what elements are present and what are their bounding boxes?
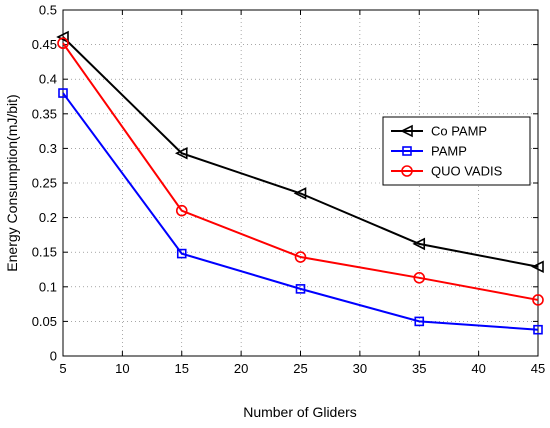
x-tick-label: 10 — [115, 361, 129, 376]
y-tick-label: 0.4 — [39, 72, 57, 87]
data-point-pamp — [58, 88, 68, 98]
y-tick-label: 0.1 — [39, 279, 57, 294]
y-tick-label: 0.35 — [32, 106, 57, 121]
y-tick-label: 0.2 — [39, 210, 57, 225]
data-point-pamp — [295, 284, 306, 294]
y-tick-label: 0.5 — [39, 3, 57, 18]
y-tick-label: 0.15 — [32, 245, 57, 260]
legend: Co PAMP PAMP QUO VADIS — [382, 116, 531, 186]
data-point-quo-vadis — [413, 272, 426, 284]
data-point-pamp — [533, 324, 543, 335]
legend-label-pamp: PAMP — [431, 144, 467, 159]
x-axis-label: Number of Gliders — [243, 404, 357, 420]
data-point-co-pamp — [531, 260, 544, 274]
x-tick-label: 15 — [175, 361, 189, 376]
x-tick-label: 25 — [293, 361, 307, 376]
data-point-quo-vadis — [57, 37, 69, 50]
data-point-co-pamp — [174, 146, 188, 160]
legend-marker-pamp — [402, 146, 412, 156]
legend-marker-co-pamp — [400, 124, 413, 138]
y-tick-label: 0.3 — [39, 141, 57, 156]
x-tick-label: 5 — [59, 361, 66, 376]
y-tick-label: 0.25 — [32, 176, 57, 191]
series-line-pamp — [62, 92, 539, 331]
y-tick-label: 0 — [50, 349, 57, 364]
x-tick-label: 30 — [353, 361, 367, 376]
data-point-co-pamp — [293, 187, 307, 200]
series-line-quo-vadis — [62, 42, 539, 301]
x-tick-label: 20 — [234, 361, 248, 376]
y-tick-label: 0.05 — [32, 314, 57, 329]
legend-label-quo-vadis: QUO VADIS — [431, 164, 503, 179]
x-tick-label: 35 — [412, 361, 426, 376]
data-point-co-pamp — [412, 237, 426, 251]
series-line-co-pamp — [62, 36, 539, 268]
legend-label-co-pamp: Co PAMP — [431, 124, 487, 139]
data-point-quo-vadis — [532, 294, 544, 306]
y-axis-label: Energy Consumption(mJ/bit) — [4, 94, 20, 271]
axis-ticks: 5 10 15 20 25 30 35 40 45 0 0.05 0.1 0.15 0.2 0.25 0.3 0… — [32, 3, 546, 377]
x-tick-label: 45 — [531, 361, 545, 376]
data-point-pamp — [414, 316, 425, 327]
legend-marker-quo-vadis — [401, 165, 413, 177]
x-tick-label: 40 — [471, 361, 485, 376]
data-point-pamp — [176, 248, 187, 259]
series-group — [56, 30, 544, 335]
y-tick-label: 0.45 — [32, 37, 57, 52]
data-point-co-pamp — [56, 30, 69, 44]
data-point-quo-vadis — [294, 251, 307, 263]
data-point-quo-vadis — [175, 204, 188, 217]
